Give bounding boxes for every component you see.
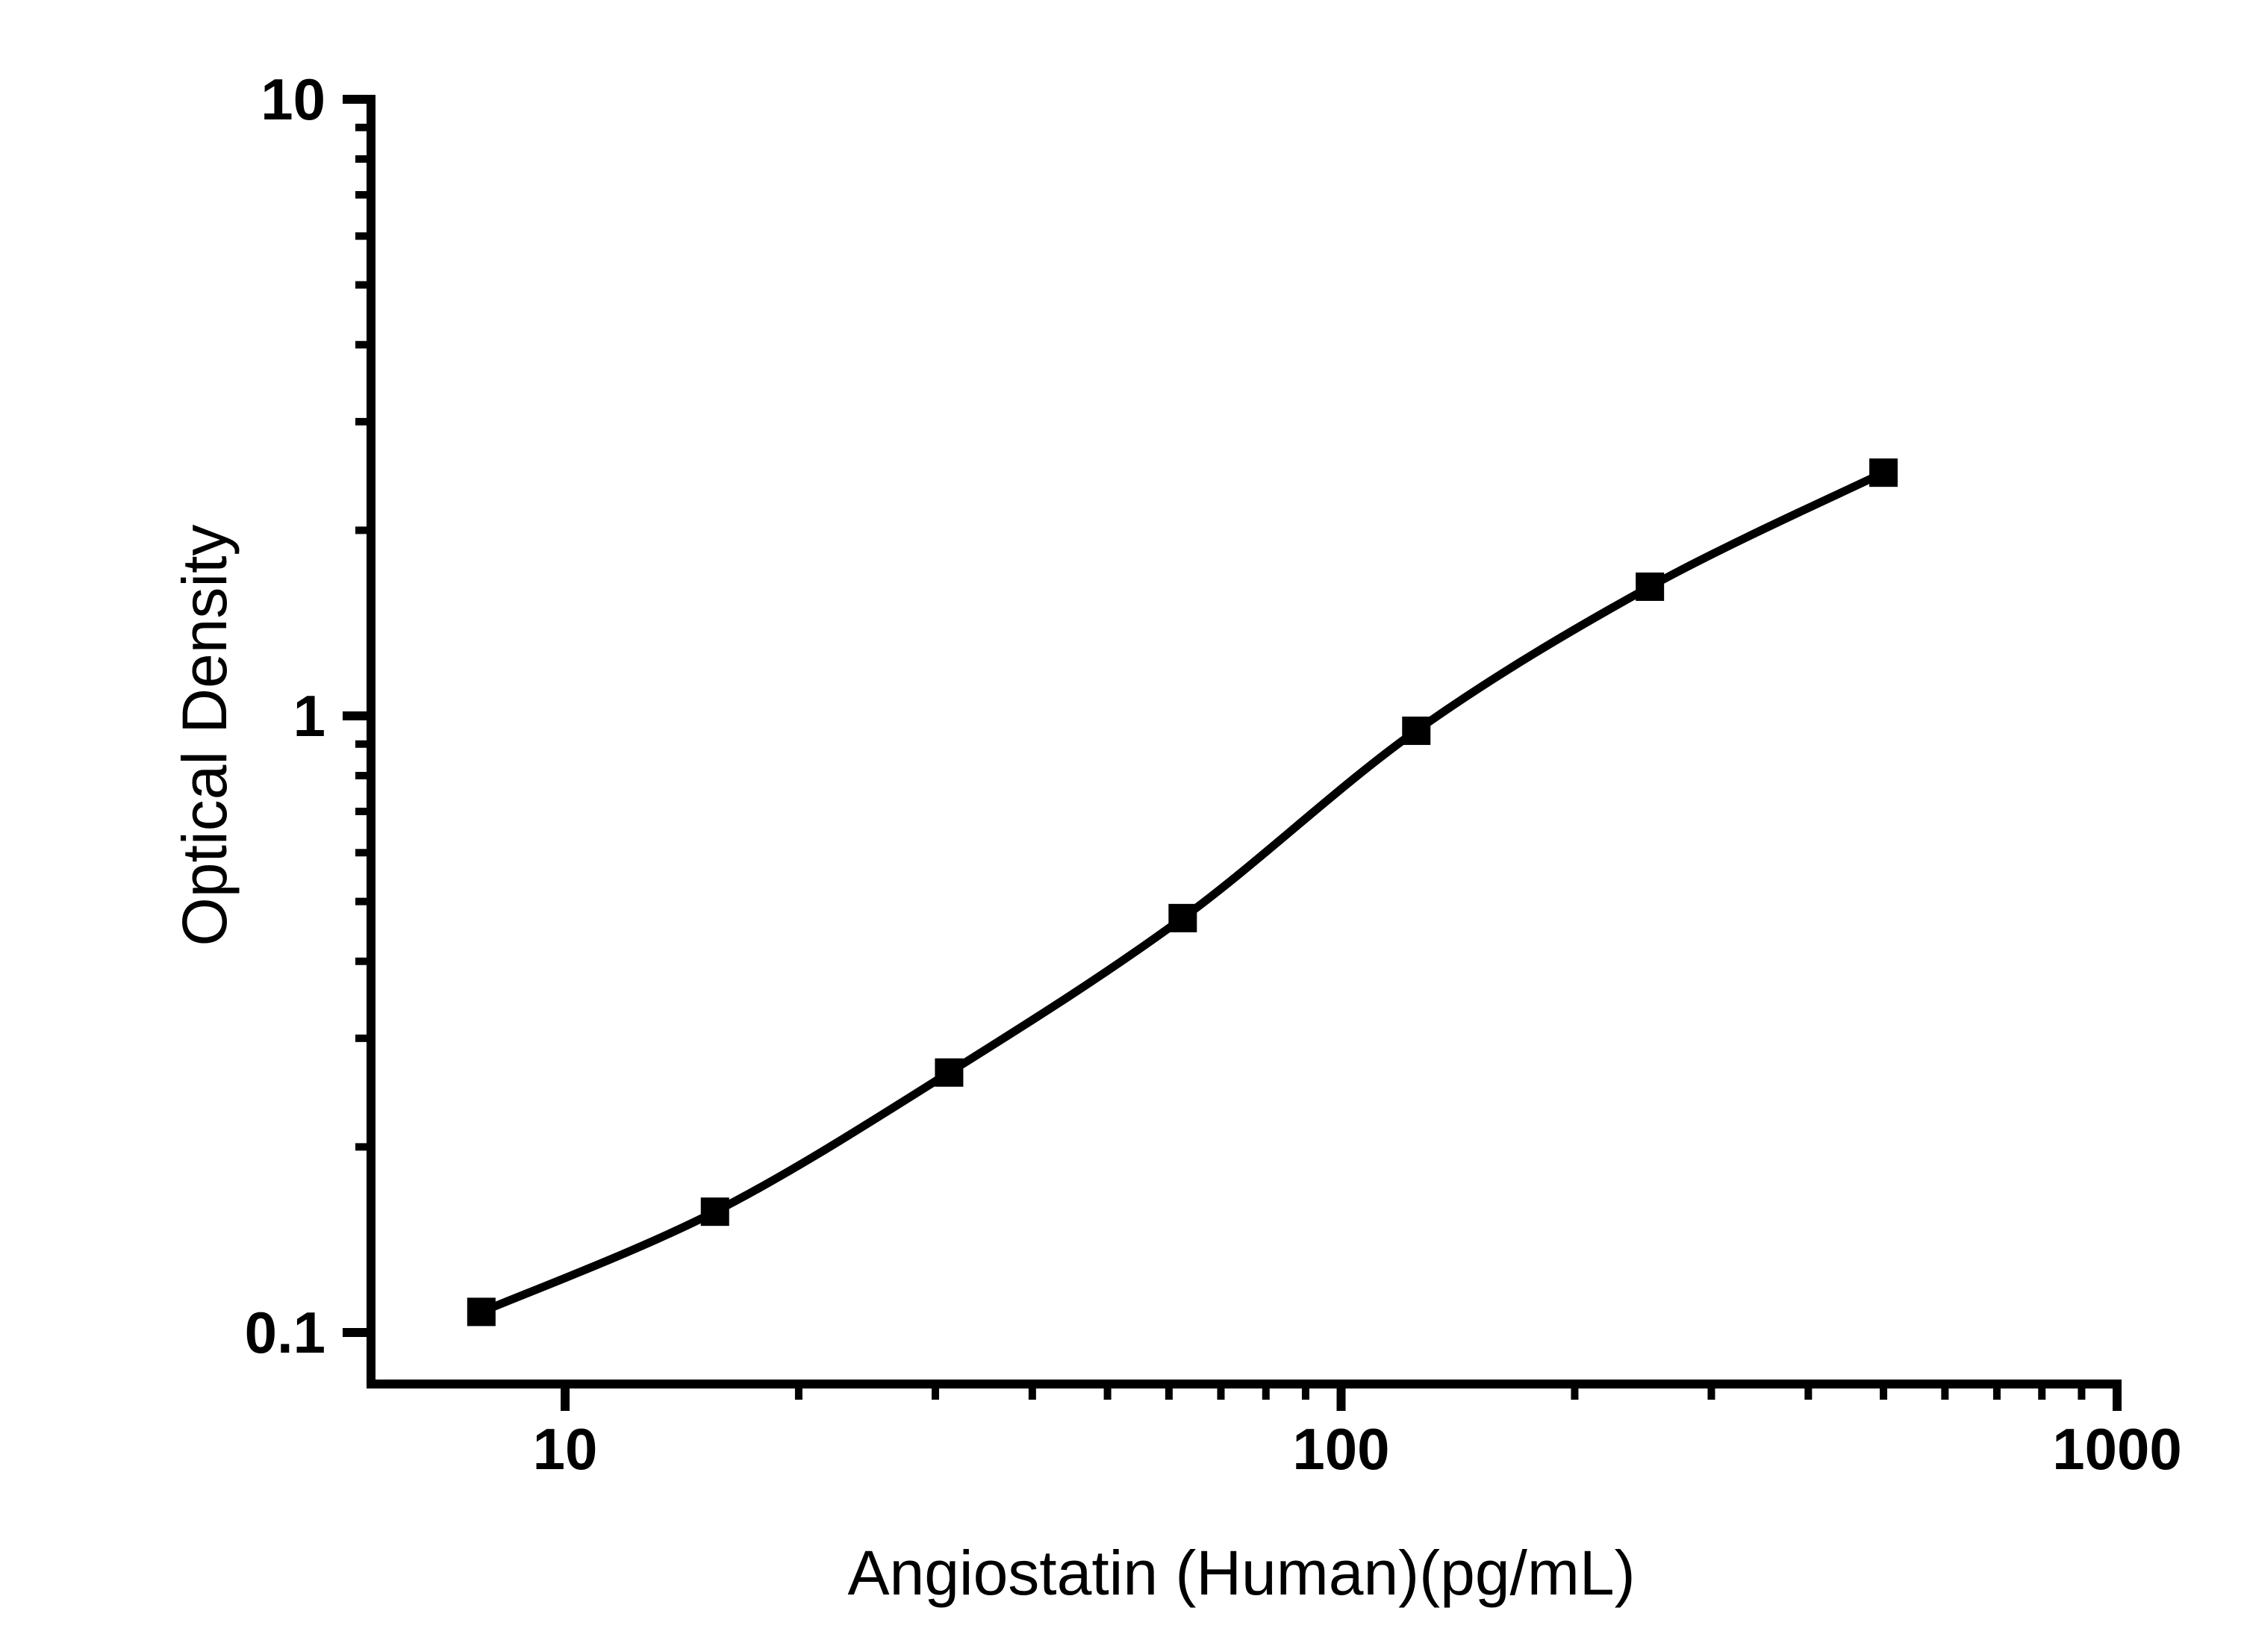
x-tick-label: 1000 (2052, 1416, 2182, 1482)
standard-curve-line (479, 469, 1886, 1316)
y-axis-title: Optical Density (169, 525, 240, 947)
x-axis-title: Angiostatin (Human)(pg/mL) (847, 1538, 1635, 1608)
data-point-marker (1636, 572, 1665, 601)
series-layer (467, 458, 1898, 1327)
data-point-marker (467, 1297, 496, 1327)
tick-layer (343, 95, 2122, 1411)
y-tick-label: 0.1 (245, 1300, 325, 1365)
data-point-marker (1402, 716, 1431, 745)
y-tick-label: 10 (261, 66, 325, 132)
axes-layer (367, 95, 2122, 1388)
data-point-marker (935, 1058, 964, 1087)
tick-label-layer: 10 100 1000 10 1 0.1 (245, 66, 2182, 1482)
data-point-marker (1869, 458, 1898, 487)
data-point-marker (700, 1197, 729, 1226)
x-tick-label: 10 (533, 1416, 598, 1482)
x-tick-label: 100 (1292, 1416, 1389, 1482)
y-tick-label: 1 (293, 683, 325, 749)
data-point-marker (1168, 903, 1197, 932)
